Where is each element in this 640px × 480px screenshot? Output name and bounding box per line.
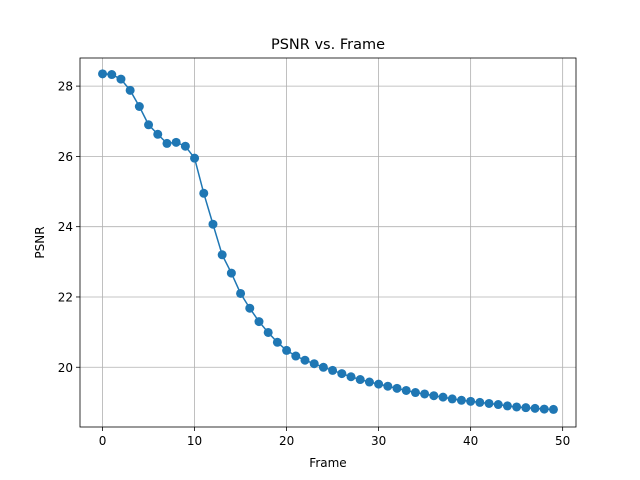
data-point — [272, 337, 282, 347]
data-point — [383, 381, 393, 391]
data-point — [502, 401, 512, 411]
data-point — [539, 404, 549, 414]
data-point — [364, 377, 374, 387]
x-tick-label: 0 — [99, 434, 107, 448]
data-point — [466, 396, 476, 406]
data-point — [328, 365, 338, 375]
data-point — [125, 85, 135, 95]
x-tick-label: 40 — [463, 434, 478, 448]
plot-series — [98, 69, 558, 414]
y-tick-label: 22 — [58, 290, 73, 304]
y-tick-label: 28 — [58, 80, 73, 94]
data-point — [116, 74, 126, 84]
data-point — [521, 403, 531, 413]
data-point — [346, 372, 356, 382]
plot-frame — [79, 57, 577, 428]
data-point — [484, 398, 494, 408]
data-point — [392, 383, 402, 393]
data-point — [282, 345, 292, 355]
data-point — [548, 404, 558, 414]
data-point — [107, 70, 117, 80]
data-point — [263, 327, 273, 337]
data-point — [217, 250, 227, 260]
y-axis-label: PSNR — [33, 226, 47, 258]
y-tick-label: 26 — [58, 150, 73, 164]
data-point — [199, 188, 209, 198]
data-point — [318, 362, 328, 372]
chart-title: PSNR vs. Frame — [271, 37, 385, 53]
data-point — [254, 317, 264, 327]
data-point — [337, 369, 347, 379]
data-point — [309, 359, 319, 369]
data-point — [144, 120, 154, 130]
data-point — [456, 395, 466, 405]
data-point — [447, 394, 457, 404]
data-point — [190, 153, 200, 163]
data-point — [475, 397, 485, 407]
data-point — [208, 219, 218, 229]
axis-ticks: 0 10 20 30 40 50 20 22 24 26 28 — [58, 80, 571, 448]
data-point — [291, 351, 301, 361]
x-tick-label: 50 — [555, 434, 570, 448]
data-point — [530, 403, 540, 413]
x-tick-label: 30 — [371, 434, 386, 448]
data-point — [98, 69, 108, 79]
data-point — [300, 355, 310, 365]
data-point — [355, 375, 365, 385]
data-point — [180, 141, 190, 151]
data-point — [236, 288, 246, 298]
data-point — [410, 388, 420, 398]
data-point — [226, 268, 236, 278]
data-point — [374, 379, 384, 389]
y-tick-label: 24 — [58, 220, 73, 234]
x-tick-label: 20 — [279, 434, 294, 448]
y-tick-label: 20 — [58, 361, 73, 375]
data-point — [153, 129, 163, 139]
data-point — [438, 392, 448, 402]
grid — [80, 58, 576, 427]
data-point — [401, 385, 411, 395]
data-point — [171, 137, 181, 147]
data-point — [429, 391, 439, 401]
data-point — [134, 101, 144, 111]
x-tick-label: 10 — [187, 434, 202, 448]
series-line — [102, 73, 554, 411]
x-axis-label: Frame — [309, 456, 346, 470]
data-point — [162, 138, 172, 148]
data-point — [512, 402, 522, 412]
data-point — [420, 389, 430, 399]
data-point — [493, 400, 503, 410]
data-point — [245, 303, 255, 313]
